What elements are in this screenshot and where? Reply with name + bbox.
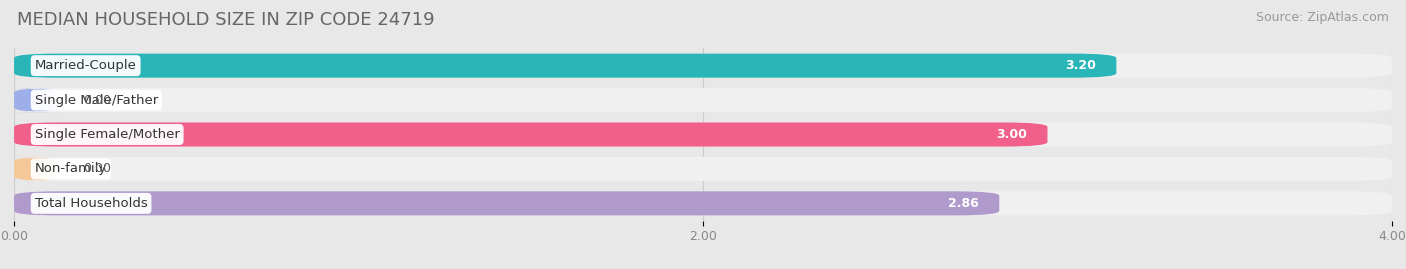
Text: Single Male/Father: Single Male/Father [35,94,157,107]
FancyBboxPatch shape [14,191,1000,215]
Text: 3.20: 3.20 [1064,59,1095,72]
FancyBboxPatch shape [14,54,1116,78]
FancyBboxPatch shape [14,191,1392,215]
FancyBboxPatch shape [14,88,1392,112]
Text: 0.00: 0.00 [83,162,111,175]
FancyBboxPatch shape [14,122,1047,147]
FancyBboxPatch shape [14,54,1392,78]
FancyBboxPatch shape [14,122,1392,147]
FancyBboxPatch shape [11,157,59,181]
FancyBboxPatch shape [11,88,59,112]
Text: MEDIAN HOUSEHOLD SIZE IN ZIP CODE 24719: MEDIAN HOUSEHOLD SIZE IN ZIP CODE 24719 [17,11,434,29]
Text: Married-Couple: Married-Couple [35,59,136,72]
Text: 2.86: 2.86 [948,197,979,210]
Text: Source: ZipAtlas.com: Source: ZipAtlas.com [1256,11,1389,24]
Text: Total Households: Total Households [35,197,148,210]
Text: Single Female/Mother: Single Female/Mother [35,128,180,141]
Text: Non-family: Non-family [35,162,107,175]
FancyBboxPatch shape [14,157,1392,181]
Text: 0.00: 0.00 [83,94,111,107]
Text: 3.00: 3.00 [995,128,1026,141]
